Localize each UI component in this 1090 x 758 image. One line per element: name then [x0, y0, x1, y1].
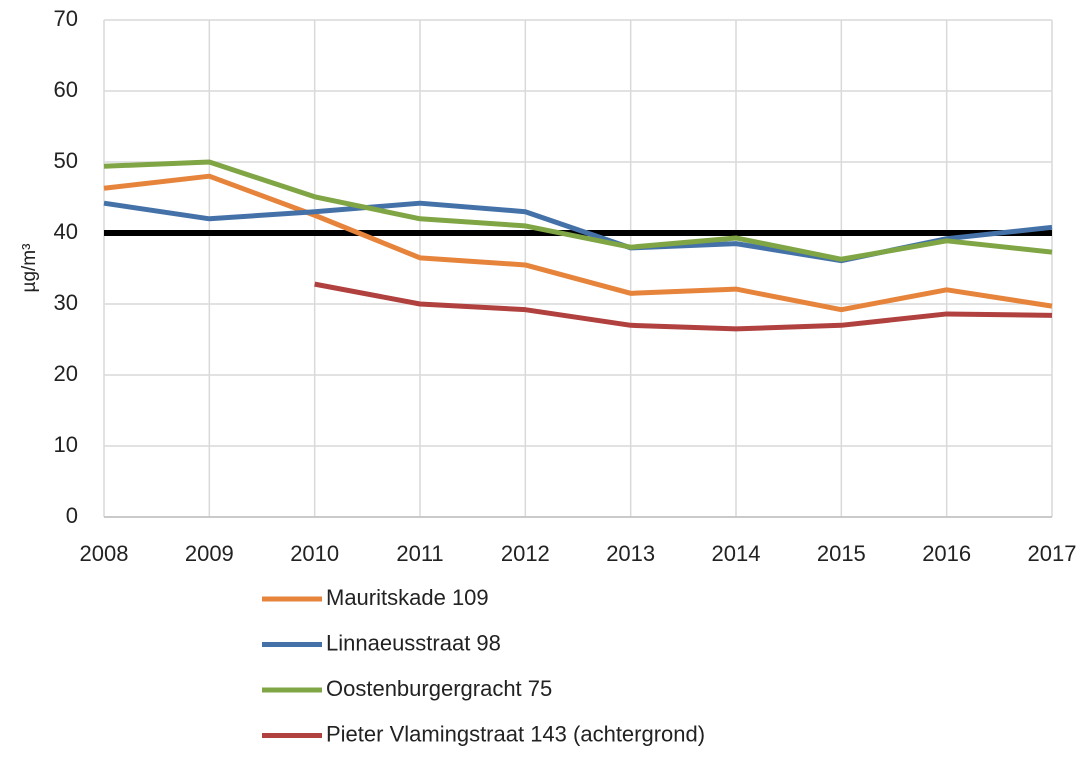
x-tick-label: 2010	[290, 541, 339, 566]
y-tick-label: 10	[54, 432, 78, 457]
legend-label: Mauritskade 109	[326, 585, 489, 610]
y-tick-label: 20	[54, 361, 78, 386]
y-tick-label: 40	[54, 219, 78, 244]
y-axis-label: µg/m³	[19, 244, 40, 293]
x-tick-label: 2009	[185, 541, 234, 566]
legend-label: Pieter Vlamingstraat 143 (achtergrond)	[326, 721, 705, 746]
y-tick-label: 50	[54, 148, 78, 173]
y-tick-label: 60	[54, 77, 78, 102]
y-tick-label: 0	[66, 503, 78, 528]
y-tick-label: 30	[54, 290, 78, 315]
x-tick-label: 2014	[712, 541, 761, 566]
x-tick-label: 2011	[396, 541, 443, 566]
legend-label: Linnaeusstraat 98	[326, 630, 501, 655]
x-tick-label: 2015	[817, 541, 866, 566]
x-tick-label: 2012	[501, 541, 550, 566]
series-line	[103, 173, 1053, 313]
x-tick-label: 2013	[606, 541, 655, 566]
x-tick-label: 2008	[80, 541, 129, 566]
x-tick-label: 2016	[922, 541, 971, 566]
series-line	[103, 159, 1053, 262]
x-tick-label: 2017	[1028, 541, 1077, 566]
series-line	[314, 281, 1053, 332]
legend-label: Oostenburgergracht 75	[326, 676, 552, 701]
y-tick-label: 70	[54, 6, 78, 31]
